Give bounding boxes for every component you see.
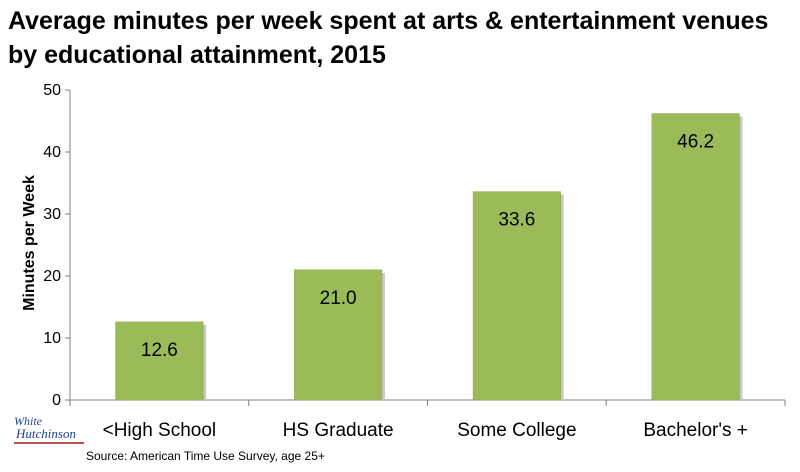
y-axis-title: Minutes per Week [21,175,38,311]
category-label: <High School [103,420,217,441]
y-tick-label: 50 [43,82,61,99]
y-tick-label: 0 [52,392,61,409]
data-label: 46.2 [677,132,714,153]
bar [115,321,204,401]
bar [294,269,383,401]
chart-title: Average minutes per week spent at arts &… [8,7,769,69]
bar [651,113,740,401]
source-note: Source: American Time Use Survey, age 25… [86,449,325,463]
y-tick-label: 20 [43,268,61,285]
y-tick-label: 10 [43,330,61,347]
logo-line-2: Hutchinson [16,426,76,441]
data-label: 33.6 [498,210,535,231]
category-label: HS Graduate [283,420,394,441]
logo-rule [14,442,84,444]
y-tick-label: 30 [43,206,61,223]
y-tick-label: 40 [43,144,61,161]
data-label: 21.0 [320,288,357,309]
logo-line-1: White [14,414,42,428]
category-label: Bachelor's + [643,420,748,441]
category-label: Some College [457,420,576,441]
bar [472,191,561,401]
data-label: 12.6 [141,340,178,361]
white-hutchinson-logo: White Hutchinson [14,415,94,444]
